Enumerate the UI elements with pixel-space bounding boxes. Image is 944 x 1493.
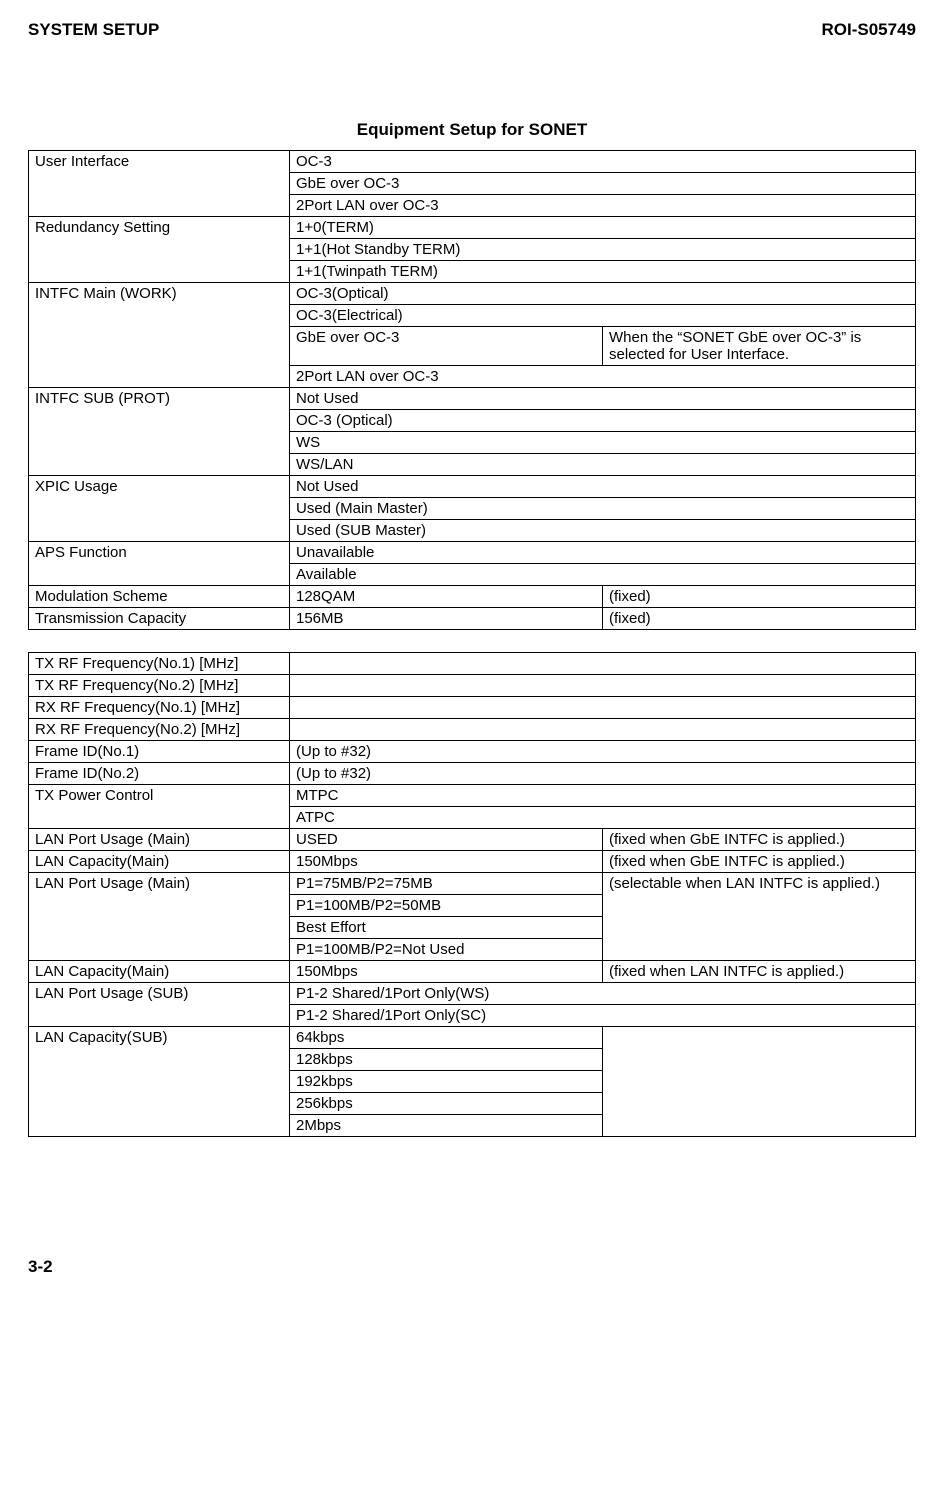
param-note: (fixed): [603, 586, 916, 608]
param-value: WS/LAN: [290, 454, 916, 476]
header-left: SYSTEM SETUP: [28, 20, 159, 40]
param-value: Used (SUB Master): [290, 520, 916, 542]
param-value: 2Port LAN over OC-3: [290, 195, 916, 217]
param-note: When the “SONET GbE over OC-3” is select…: [603, 327, 916, 366]
param-note: (fixed): [603, 608, 916, 630]
header-right: ROI-S05749: [822, 20, 917, 40]
param-value: Available: [290, 564, 916, 586]
param-value: (Up to #32): [290, 763, 916, 785]
param-value: 1+0(TERM): [290, 217, 916, 239]
param-value: P1-2 Shared/1Port Only(WS): [290, 983, 916, 1005]
param-value: P1=100MB/P2=50MB: [290, 895, 603, 917]
param-value: 256kbps: [290, 1093, 603, 1115]
equipment-setup-table-2: TX RF Frequency(No.1) [MHz]TX RF Frequen…: [28, 652, 916, 1137]
param-value: USED: [290, 829, 603, 851]
param-value: MTPC: [290, 785, 916, 807]
param-value: OC-3(Electrical): [290, 305, 916, 327]
page-title: Equipment Setup for SONET: [28, 120, 916, 140]
param-value: ATPC: [290, 807, 916, 829]
param-value: Not Used: [290, 388, 916, 410]
param-value: OC-3 (Optical): [290, 410, 916, 432]
param-value: OC-3(Optical): [290, 283, 916, 305]
page-number: 3-2: [28, 1257, 916, 1277]
param-label: XPIC Usage: [29, 476, 290, 542]
param-label: Modulation Scheme: [29, 586, 290, 608]
param-value: Not Used: [290, 476, 916, 498]
param-value: [290, 697, 916, 719]
param-label: TX Power Control: [29, 785, 290, 829]
param-label: Redundancy Setting: [29, 217, 290, 283]
param-value: Used (Main Master): [290, 498, 916, 520]
param-value: 2Mbps: [290, 1115, 603, 1137]
param-value: GbE over OC-3: [290, 327, 603, 366]
param-value: 150Mbps: [290, 961, 603, 983]
param-label: LAN Port Usage (SUB): [29, 983, 290, 1027]
param-value: P1=75MB/P2=75MB: [290, 873, 603, 895]
param-value: 156MB: [290, 608, 603, 630]
param-label: APS Function: [29, 542, 290, 586]
param-note: (selectable when LAN INTFC is applied.): [603, 873, 916, 961]
param-value: 128QAM: [290, 586, 603, 608]
param-note: (fixed when GbE INTFC is applied.): [603, 851, 916, 873]
param-label: LAN Capacity(Main): [29, 961, 290, 983]
equipment-setup-table-1: User Interface OC-3 GbE over OC-32Port L…: [28, 150, 916, 630]
param-label: INTFC Main (WORK): [29, 283, 290, 388]
param-value: Best Effort: [290, 917, 603, 939]
param-value: P1=100MB/P2=Not Used: [290, 939, 603, 961]
param-label: LAN Port Usage (Main): [29, 829, 290, 851]
param-label: LAN Port Usage (Main): [29, 873, 290, 961]
param-note: (fixed when LAN INTFC is applied.): [603, 961, 916, 983]
param-label: RX RF Frequency(No.1) [MHz]: [29, 697, 290, 719]
param-value: 2Port LAN over OC-3: [290, 366, 916, 388]
param-label: LAN Capacity(Main): [29, 851, 290, 873]
param-value: OC-3: [290, 151, 916, 173]
param-value: 1+1(Twinpath TERM): [290, 261, 916, 283]
param-label: RX RF Frequency(No.2) [MHz]: [29, 719, 290, 741]
param-label: LAN Capacity(SUB): [29, 1027, 290, 1137]
param-value: [290, 653, 916, 675]
param-label: TX RF Frequency(No.2) [MHz]: [29, 675, 290, 697]
param-label: TX RF Frequency(No.1) [MHz]: [29, 653, 290, 675]
param-label: Frame ID(No.1): [29, 741, 290, 763]
param-note: [603, 1027, 916, 1137]
param-value: 150Mbps: [290, 851, 603, 873]
param-note: (fixed when GbE INTFC is applied.): [603, 829, 916, 851]
param-value: WS: [290, 432, 916, 454]
param-label: Frame ID(No.2): [29, 763, 290, 785]
param-value: 64kbps: [290, 1027, 603, 1049]
param-label: Transmission Capacity: [29, 608, 290, 630]
param-value: (Up to #32): [290, 741, 916, 763]
param-value: P1-2 Shared/1Port Only(SC): [290, 1005, 916, 1027]
param-label: User Interface: [29, 151, 290, 217]
param-value: 1+1(Hot Standby TERM): [290, 239, 916, 261]
param-value: [290, 719, 916, 741]
param-value: Unavailable: [290, 542, 916, 564]
param-label: INTFC SUB (PROT): [29, 388, 290, 476]
param-value: [290, 675, 916, 697]
param-value: 192kbps: [290, 1071, 603, 1093]
param-value: 128kbps: [290, 1049, 603, 1071]
param-value: GbE over OC-3: [290, 173, 916, 195]
